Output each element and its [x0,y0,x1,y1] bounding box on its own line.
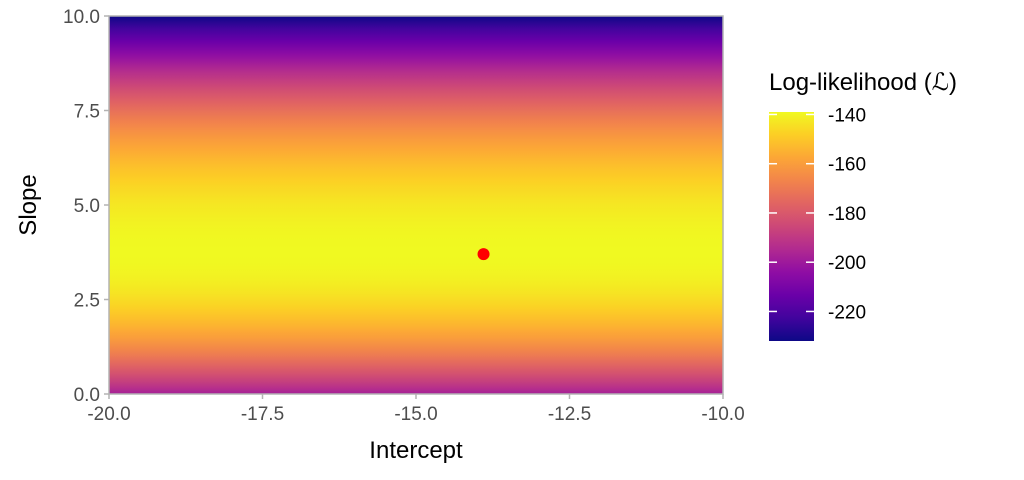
legend-ticks: -140 -160 -180 -200 -220 [769,105,866,323]
x-axis-title: Intercept [369,437,463,464]
y-tick-label: 0.0 [74,385,100,406]
x-tick-label: -15.0 [394,404,437,425]
legend: Log-likelihood (ℒ) -140 -160 -180 -200 -220 [769,69,957,341]
y-tick-label: 10.0 [63,7,100,28]
max-likelihood-point [477,248,490,261]
y-tick-label: 7.5 [74,102,100,123]
x-tick-label: -17.5 [241,404,284,425]
plot-panel [108,15,724,395]
legend-tick-label: -140 [828,105,866,126]
y-tick-label: 2.5 [74,291,100,312]
legend-colorbar [769,112,814,341]
y-axis-title: Slope [15,174,42,235]
y-axis: 0.0 2.5 5.0 7.5 10.0 [63,7,109,406]
heatmap-surface [109,16,723,394]
legend-title: Log-likelihood (ℒ) [769,69,957,96]
x-tick-label: -10.0 [701,404,744,425]
x-tick-label: -12.5 [548,404,591,425]
x-tick-label: -20.0 [87,404,130,425]
x-axis: -20.0 -17.5 -15.0 -12.5 -10.0 [87,394,745,425]
legend-tick-label: -180 [828,204,866,225]
legend-tick-label: -220 [828,302,866,323]
legend-tick-label: -200 [828,253,866,274]
legend-tick-label: -160 [828,155,866,176]
y-tick-label: 5.0 [74,196,100,217]
